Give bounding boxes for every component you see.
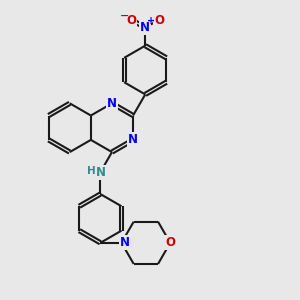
Text: H: H <box>86 166 95 176</box>
Text: N: N <box>95 166 105 178</box>
Text: O: O <box>165 236 175 249</box>
Text: +: + <box>146 16 155 26</box>
Text: N: N <box>128 134 138 146</box>
Text: N: N <box>120 236 130 249</box>
Text: N: N <box>140 21 150 34</box>
Text: O: O <box>154 14 164 27</box>
Text: O: O <box>127 14 136 27</box>
Text: N: N <box>107 97 117 110</box>
Text: −: − <box>120 11 130 21</box>
